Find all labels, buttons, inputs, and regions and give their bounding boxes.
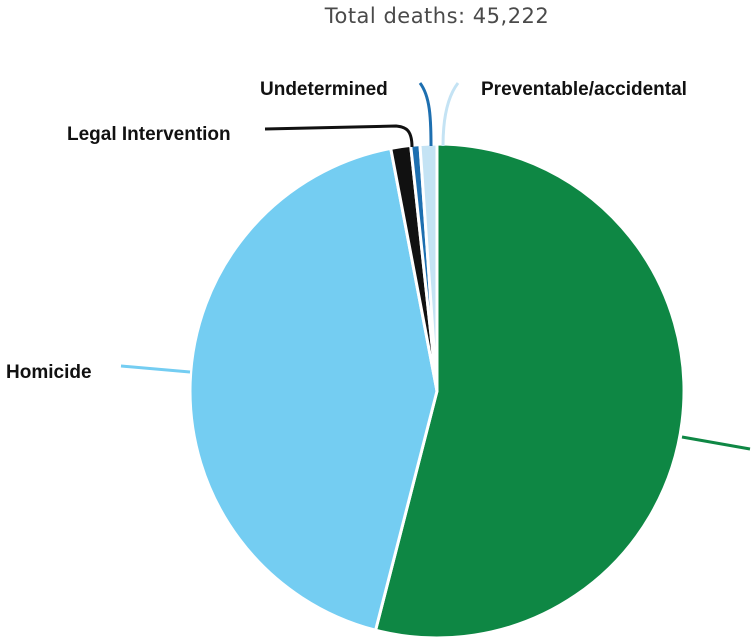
leader-line	[418, 82, 433, 147]
slice-label: Preventable/accidental	[481, 79, 687, 100]
leader-line	[681, 435, 751, 451]
pie-slices	[188, 142, 686, 640]
leader-line	[264, 124, 414, 148]
pie-slice-unlabeled	[374, 142, 686, 640]
slice-label: Homicide	[6, 362, 92, 383]
pie-slice-homicide	[188, 146, 439, 632]
leader-line	[441, 82, 460, 147]
slice-labels: Homicide Legal Intervention Undetermined Pr…	[6, 79, 687, 383]
leader-lines	[120, 82, 751, 451]
slice-label: Legal Intervention	[67, 124, 231, 145]
leader-line	[120, 364, 191, 374]
pie-slice-preventable-accidental	[418, 142, 439, 393]
slice-label: Undetermined	[260, 79, 388, 100]
chart-title: Total deaths: 45,222	[324, 4, 550, 28]
